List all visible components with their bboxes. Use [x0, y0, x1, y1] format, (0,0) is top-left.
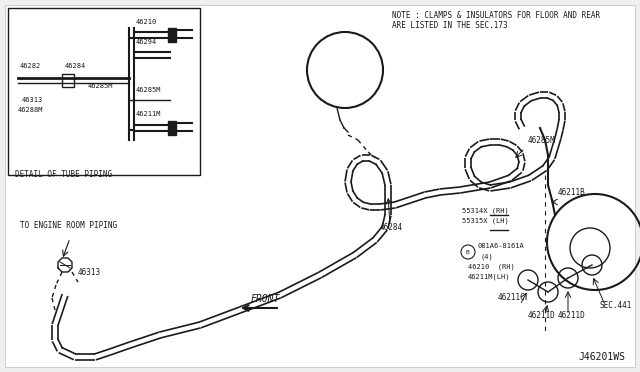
Text: 55315X (LH): 55315X (LH) [462, 217, 509, 224]
Bar [508, 225, 526, 235]
Text: 46284: 46284 [65, 63, 86, 69]
Text: 46313: 46313 [22, 97, 44, 103]
Text: J46201WS: J46201WS [578, 352, 625, 362]
Text: 46285M: 46285M [88, 83, 113, 89]
Text: 46313: 46313 [78, 268, 101, 277]
Text: 55314X (RH): 55314X (RH) [462, 207, 509, 214]
Bar [508, 210, 526, 220]
Text: 46284: 46284 [380, 223, 403, 232]
Text: B: B [465, 250, 469, 254]
Text: NOTE : CLAMPS & INSULATORS FOR FLOOR AND REAR: NOTE : CLAMPS & INSULATORS FOR FLOOR AND… [392, 11, 600, 20]
Text: FRONT: FRONT [250, 294, 280, 304]
Text: 46285M: 46285M [136, 87, 161, 93]
FancyBboxPatch shape [8, 8, 200, 175]
Text: 46210  (RH): 46210 (RH) [468, 263, 515, 269]
Text: SEC.441: SEC.441 [600, 301, 632, 310]
Bar [168, 28, 176, 42]
Text: ARE LISTED IN THE SEC.173: ARE LISTED IN THE SEC.173 [392, 21, 508, 30]
Text: 46211D: 46211D [558, 311, 586, 320]
Text: TO ENGINE ROOM PIPING: TO ENGINE ROOM PIPING [20, 221, 117, 230]
Text: DETAIL OF TUBE PIPING: DETAIL OF TUBE PIPING [15, 170, 112, 179]
Text: 46285M: 46285M [528, 136, 556, 145]
Text: 46211B: 46211B [558, 188, 586, 197]
FancyBboxPatch shape [5, 5, 635, 367]
Bar [168, 121, 176, 135]
Text: 46211C: 46211C [498, 293, 525, 302]
Text: 46288M: 46288M [18, 107, 44, 113]
Text: 46210: 46210 [136, 19, 157, 25]
Text: 46282: 46282 [20, 63, 41, 69]
Text: 46294: 46294 [136, 39, 157, 45]
Text: 46211M(LH): 46211M(LH) [468, 273, 511, 279]
Text: 081A6-8161A: 081A6-8161A [478, 243, 525, 249]
Text: (4): (4) [480, 253, 493, 260]
Text: 46211D: 46211D [528, 311, 556, 320]
FancyBboxPatch shape [62, 74, 74, 87]
Text: 46211M: 46211M [136, 111, 161, 117]
